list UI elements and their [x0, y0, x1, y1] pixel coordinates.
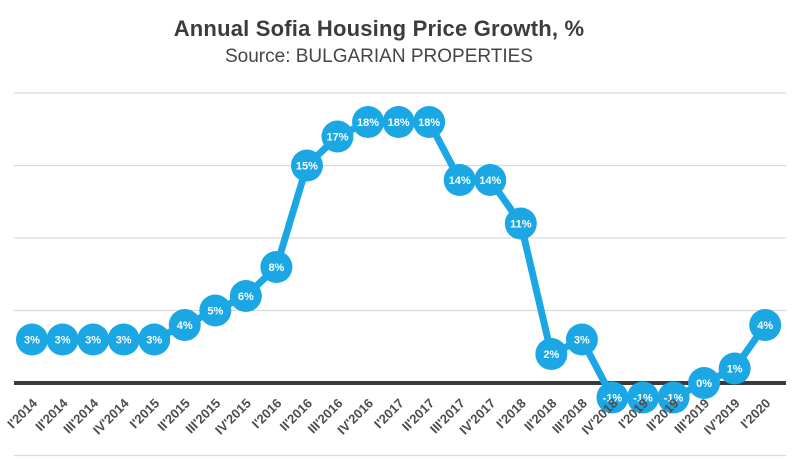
data-point-value-label: -1% [664, 392, 684, 404]
data-series-line [28, 118, 769, 401]
data-point-value-label: 18% [418, 117, 440, 129]
data-point-value-label: 3% [85, 334, 101, 346]
chart-subtitle: Source: BULGARIAN PROPERTIES [225, 46, 533, 67]
data-point-value-label: 3% [574, 334, 590, 346]
data-point-value-label: 3% [146, 334, 162, 346]
data-point-value-label: -1% [633, 392, 653, 404]
data-point-value-label: 6% [238, 291, 254, 303]
data-point-value-label: 18% [357, 117, 379, 129]
data-point-bubble [77, 323, 110, 356]
data-point-value-label: 18% [388, 117, 410, 129]
data-point-bubble [504, 207, 537, 240]
data-point-value-label: 14% [449, 175, 471, 187]
data-point-bubble [352, 106, 385, 138]
data-point-value-label: 4% [177, 320, 193, 332]
data-point-bubble [657, 381, 690, 414]
data-point-bubble [749, 309, 782, 341]
data-point-bubble [565, 323, 598, 356]
data-point-bubble [168, 309, 201, 341]
data-point-value-label: 1% [727, 363, 743, 375]
data-point-bubble [107, 323, 140, 356]
data-point-value-label: 3% [116, 334, 132, 346]
data-point-bubble [290, 149, 323, 182]
data-point-bubble [229, 280, 262, 312]
data-point-bubble [443, 164, 476, 196]
data-point-value-label: -1% [603, 392, 623, 404]
data-point-value-label: 11% [510, 218, 532, 230]
data-point-bubble [474, 164, 507, 196]
x-axis-label: I'2020 [738, 396, 774, 432]
data-point-bubble [413, 106, 446, 138]
data-point-bubble [46, 323, 79, 356]
data-point-bubble [382, 106, 415, 138]
data-point-value-label: 17% [326, 131, 348, 143]
data-point-bubble [535, 338, 568, 370]
data-point-bubble [627, 381, 659, 414]
data-point-bubble [16, 323, 48, 356]
chart-header: Annual Sofia Housing Price Growth, % Sou… [0, 15, 758, 68]
data-point-value-label: 15% [296, 160, 318, 172]
data-point-value-label: 4% [757, 320, 773, 332]
data-point-bubble [199, 294, 232, 327]
data-point-value-label: 14% [479, 175, 501, 187]
data-point-bubble [138, 323, 171, 356]
data-point-value-label: 3% [55, 334, 71, 346]
data-point-bubble [688, 367, 721, 399]
data-point-value-label: 3% [24, 334, 40, 346]
chart-title: Annual Sofia Housing Price Growth, % [173, 16, 585, 41]
data-point-bubble [321, 120, 354, 153]
data-point-value-label: 8% [268, 262, 284, 274]
data-point-bubble [596, 381, 629, 414]
data-point-bubble [260, 251, 293, 283]
data-point-bubble [718, 352, 751, 385]
data-point-value-label: 5% [207, 305, 223, 317]
data-point-value-label: 2% [543, 349, 559, 361]
data-point-value-label: 0% [696, 378, 712, 390]
